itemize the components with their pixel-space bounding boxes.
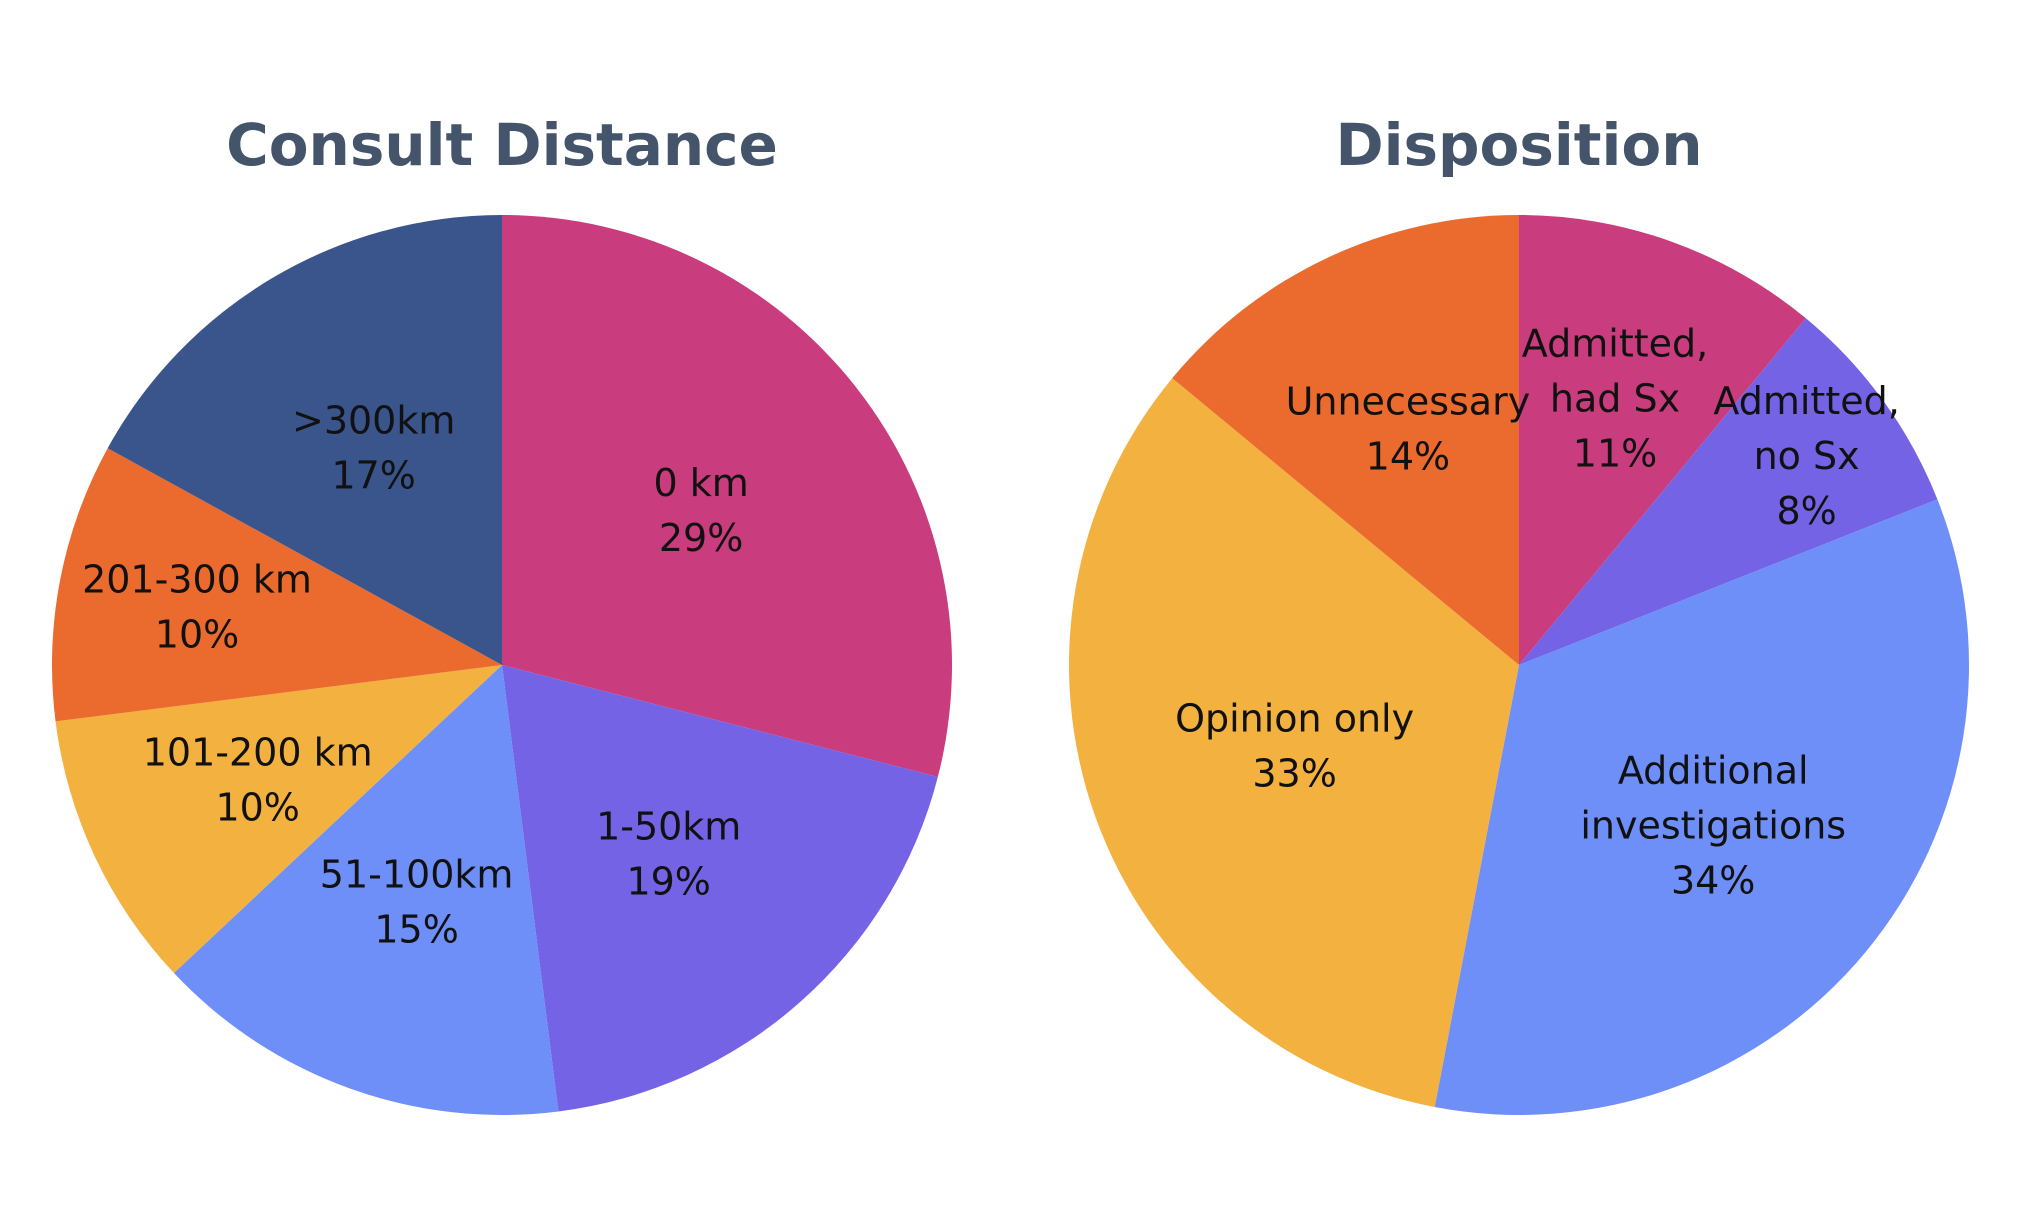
slice-category-label: Additional [1618, 749, 1809, 793]
slice-label-admitted-had-sx: Admitted, had Sx 11% [1522, 321, 1708, 475]
slice-category-label: Opinion only [1175, 696, 1414, 740]
slice-value-label: 33% [1252, 751, 1336, 795]
slice-category-label: Unnecessary [1286, 379, 1531, 423]
pie-slice-admitted-had-sx [1519, 215, 1806, 665]
slice-value-label: 11% [1573, 431, 1657, 475]
slice-category-label: Admitted, [1713, 379, 1899, 423]
pie-chart-consult-distance: Consult Distance 0 km 29% 1-50km 19% 51-100km… [52, 111, 952, 1115]
slice-value-label: 17% [331, 454, 415, 498]
slice-category-label: investigations [1580, 804, 1846, 848]
slice-category-label: >300km [292, 399, 455, 443]
slice-label-0-km: 0 km 29% [653, 461, 748, 560]
pie-slice-admitted-no-sx [1519, 318, 1938, 665]
pie-chart-disposition: Disposition Admitted, had Sx 11% Admitted, no… [1069, 111, 1970, 1116]
slice-category-label: 1-50km [596, 805, 741, 849]
pie-slice-opinion-only [1069, 378, 1519, 1108]
slice-value-label: 10% [155, 612, 239, 656]
pie-slice-unnecessary [1172, 215, 1519, 665]
pie-slice-1-50km [502, 665, 938, 1112]
chart-title: Disposition [1335, 111, 1702, 179]
pie-slice-201-300-km [52, 448, 502, 722]
slice-label-additional-investigations: Additional investigations 34% [1580, 749, 1846, 903]
slice-category-label: 51-100km [320, 853, 514, 897]
slice-category-label: Admitted, [1522, 321, 1708, 365]
slice-category-label: 201-300 km [82, 557, 312, 601]
slice-label-opinion-only: Opinion only 33% [1175, 696, 1414, 795]
slice-label-unnecessary: Unnecessary 14% [1286, 379, 1531, 478]
slice-value-label: 29% [659, 516, 743, 560]
slice-value-label: 14% [1366, 434, 1450, 478]
slice-value-label: 19% [626, 860, 710, 904]
slice-category-label: no Sx [1754, 434, 1860, 478]
slice-label-201-300-km: 201-300 km 10% [82, 557, 312, 656]
slice-label-admitted-no-sx: Admitted, no Sx 8% [1713, 379, 1899, 533]
slice-value-label: 8% [1776, 489, 1836, 533]
chart-title: Consult Distance [226, 111, 778, 179]
slice-value-label: 15% [374, 908, 458, 952]
pie-slice-300km [107, 214, 502, 665]
pie-slice-0-km [502, 215, 952, 777]
slice-label-300km: >300km 17% [292, 399, 455, 498]
slice-label-51-100km: 51-100km 15% [320, 853, 514, 952]
pie-slice-101-200-km [55, 665, 503, 974]
pie-slice-additional-investigations [1434, 499, 1970, 1116]
slice-category-label: 0 km [653, 461, 748, 505]
pie-slice-51-100km [173, 665, 559, 1115]
slice-category-label: had Sx [1550, 376, 1680, 420]
slice-label-101-200-km: 101-200 km 10% [143, 731, 373, 830]
slice-value-label: 10% [215, 786, 299, 830]
slice-value-label: 34% [1671, 859, 1755, 903]
slice-label-1-50km: 1-50km 19% [596, 805, 741, 904]
slice-category-label: 101-200 km [143, 731, 373, 775]
